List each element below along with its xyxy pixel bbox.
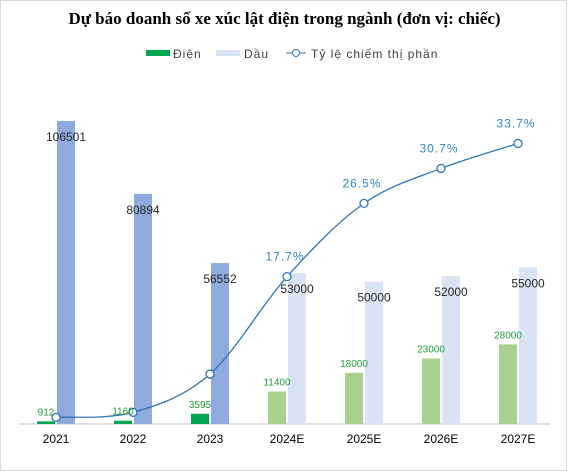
bar-ev-2022 <box>114 420 132 424</box>
legend-swatch-oil <box>216 50 240 56</box>
x-tick-2022: 2022 <box>120 432 147 446</box>
bar-oil-2021 <box>57 120 75 425</box>
label-share-2025E: 26.5% <box>342 176 381 190</box>
x-tick-2021: 2021 <box>43 432 70 446</box>
chart-title: Dự báo doanh số xe xúc lật điện trong ng… <box>68 9 501 28</box>
share-point-2023 <box>205 369 215 379</box>
label-oil-2024E: 53000 <box>280 282 314 296</box>
x-tick-2023: 2023 <box>197 432 224 446</box>
label-ev-2023: 3595 <box>189 400 212 411</box>
share-point-2022 <box>128 407 138 417</box>
bar-oil-2024E <box>288 273 306 424</box>
bar-oil-2027E <box>519 267 537 424</box>
label-share-2026E: 30.7% <box>419 141 458 155</box>
label-oil-2027E: 55000 <box>511 277 545 291</box>
legend-label-ev: Điện <box>173 47 202 61</box>
label-ev-2027E: 28000 <box>494 330 522 341</box>
bar-oil-2023 <box>211 263 229 424</box>
label-share-2024E: 17.7% <box>265 250 304 264</box>
bar-oil-2025E <box>365 281 383 424</box>
legend-marker-share <box>292 49 300 57</box>
share-point-2025E <box>359 198 369 209</box>
label-oil-2023: 56552 <box>203 272 237 286</box>
bar-ev-2024E <box>268 391 286 424</box>
label-ev-2026E: 23000 <box>417 345 445 356</box>
share-point-2021 <box>51 412 61 422</box>
label-oil-2021: 106501 <box>46 130 86 144</box>
bar-ev-2025E <box>345 372 363 424</box>
label-ev-2021: 912 <box>38 407 55 418</box>
label-ev-2025E: 18000 <box>340 359 368 370</box>
bar-oil-2026E <box>442 276 460 424</box>
x-tick-2025E: 2025E <box>347 432 382 446</box>
legend: Điện Dầu Tỷ lệ chiếm thị phần <box>146 47 438 61</box>
bar-ev-2021 <box>37 421 55 424</box>
label-ev-2024E: 11400 <box>263 378 291 389</box>
x-tick-2026E: 2026E <box>424 432 459 446</box>
x-tick-2027E: 2027E <box>501 432 536 446</box>
label-oil-2026E: 52000 <box>434 285 468 299</box>
legend-label-oil: Dầu <box>244 47 269 61</box>
bar-ev-2026E <box>422 358 440 424</box>
share-point-2024E <box>282 271 292 282</box>
label-oil-2025E: 50000 <box>357 291 391 305</box>
bar-ev-2027E <box>499 344 517 424</box>
bar-oil-2022 <box>134 193 152 424</box>
share-point-2027E <box>513 138 523 149</box>
label-ev-2022: 1160 <box>112 407 134 418</box>
share-point-2026E <box>436 163 446 174</box>
legend-label-share: Tỷ lệ chiếm thị phần <box>311 47 438 61</box>
label-oil-2022: 80894 <box>126 203 160 217</box>
label-share-2027E: 33.7% <box>496 116 535 130</box>
legend-swatch-ev <box>146 50 170 56</box>
bar-ev-2023 <box>191 413 209 424</box>
x-tick-2024E: 2024E <box>270 432 305 446</box>
